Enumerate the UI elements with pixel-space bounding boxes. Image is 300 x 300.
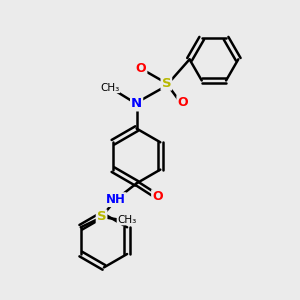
- Text: O: O: [152, 190, 163, 203]
- Text: N: N: [131, 98, 142, 110]
- Text: O: O: [136, 62, 146, 75]
- Text: CH₃: CH₃: [117, 215, 136, 225]
- Text: CH₃: CH₃: [100, 82, 119, 93]
- Text: O: O: [177, 96, 188, 109]
- Text: S: S: [97, 210, 106, 224]
- Text: NH: NH: [106, 193, 126, 206]
- Text: S: S: [161, 76, 171, 90]
